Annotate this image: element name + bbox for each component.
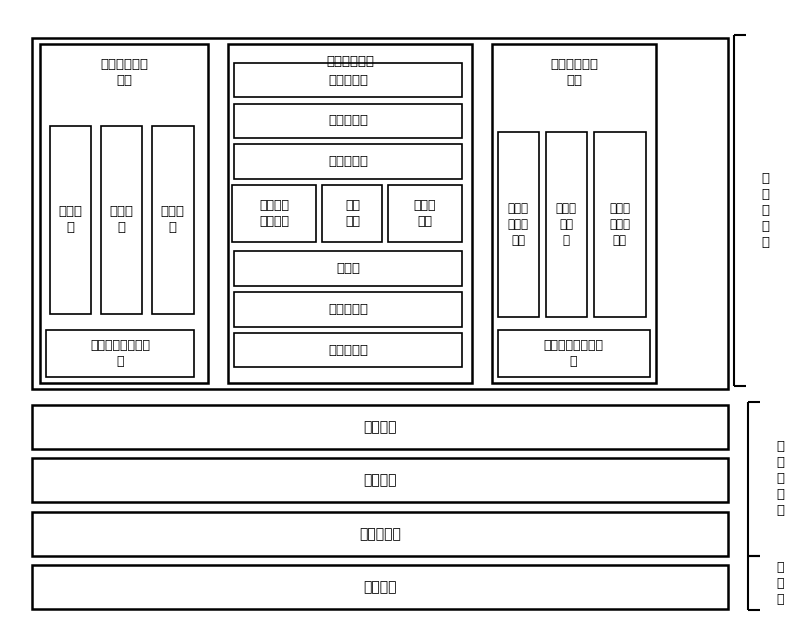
Bar bbox=[234, 104, 462, 138]
Bar bbox=[32, 512, 728, 556]
Bar bbox=[322, 185, 382, 242]
Bar bbox=[46, 330, 194, 377]
Text: 家庭网络接入
模块: 家庭网络接入 模块 bbox=[550, 58, 598, 87]
Bar bbox=[234, 333, 462, 367]
Text: 管理代
理: 管理代 理 bbox=[161, 205, 185, 234]
Text: 设备描述库: 设备描述库 bbox=[328, 344, 368, 357]
Text: 知识库: 知识库 bbox=[336, 262, 360, 275]
Text: 硬件平台: 硬件平台 bbox=[363, 580, 397, 594]
Text: 管理适配器: 管理适配器 bbox=[328, 155, 368, 168]
Bar bbox=[498, 330, 650, 377]
Bar bbox=[492, 44, 656, 383]
Bar bbox=[234, 251, 462, 286]
Text: 数据代
理: 数据代 理 bbox=[110, 205, 134, 234]
Bar bbox=[232, 185, 316, 242]
Bar bbox=[32, 405, 728, 449]
Text: 基础协议: 基础协议 bbox=[363, 420, 397, 434]
Bar bbox=[50, 126, 91, 314]
Bar bbox=[32, 565, 728, 609]
Bar bbox=[32, 38, 728, 389]
Text: 板级支持包: 板级支持包 bbox=[359, 527, 401, 541]
Text: 硬
件
层: 硬 件 层 bbox=[776, 561, 784, 605]
Bar bbox=[32, 458, 728, 502]
Text: 通信子
网代
理: 通信子 网代 理 bbox=[556, 202, 577, 247]
Text: 数据适配器: 数据适配器 bbox=[328, 114, 368, 127]
Bar bbox=[234, 144, 462, 179]
Text: 业务描述库: 业务描述库 bbox=[328, 303, 368, 316]
Text: 协调控制模块: 协调控制模块 bbox=[326, 55, 374, 68]
Bar bbox=[228, 44, 472, 383]
Text: 家庭网络代理管理
器: 家庭网络代理管理 器 bbox=[544, 338, 604, 368]
Text: 库管
理器: 库管 理器 bbox=[345, 199, 360, 228]
Bar bbox=[234, 63, 462, 97]
Bar bbox=[234, 292, 462, 327]
Text: 外部网络代理管理
器: 外部网络代理管理 器 bbox=[90, 338, 150, 368]
Text: 信令代
理: 信令代 理 bbox=[58, 205, 82, 234]
Bar bbox=[152, 126, 194, 314]
Bar bbox=[594, 132, 646, 317]
Text: 数据媒
体子网
代理: 数据媒 体子网 代理 bbox=[508, 202, 529, 247]
Text: 互
联
模
型
层: 互 联 模 型 层 bbox=[762, 172, 770, 249]
Bar bbox=[40, 44, 208, 383]
Text: 信息融合
与次策器: 信息融合 与次策器 bbox=[259, 199, 289, 228]
Text: 基
础
软
件
层: 基 础 软 件 层 bbox=[776, 440, 784, 517]
Text: 执行控
制器: 执行控 制器 bbox=[414, 199, 436, 228]
Bar bbox=[388, 185, 462, 242]
Text: 信令适配器: 信令适配器 bbox=[328, 73, 368, 87]
Bar bbox=[546, 132, 587, 317]
Text: 外部网络接入
模块: 外部网络接入 模块 bbox=[100, 58, 148, 87]
Bar bbox=[101, 126, 142, 314]
Text: 操作系统: 操作系统 bbox=[363, 474, 397, 487]
Bar bbox=[498, 132, 539, 317]
Text: 家电设
备子网
代理: 家电设 备子网 代理 bbox=[609, 202, 630, 247]
